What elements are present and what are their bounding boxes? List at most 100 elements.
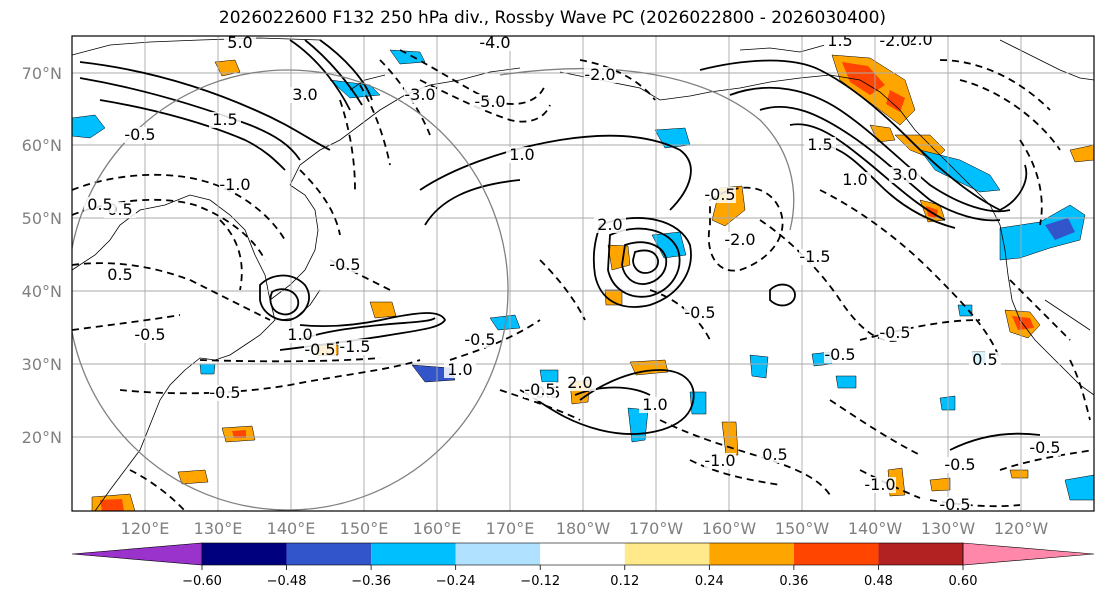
contour-line-dashed xyxy=(689,459,781,486)
contour-line xyxy=(269,288,300,316)
longitude-label: 160°E xyxy=(413,519,462,538)
contour-line xyxy=(99,99,286,171)
contour-label: -0.5 xyxy=(524,380,555,399)
contour-line-dashed xyxy=(219,219,243,291)
contour-line xyxy=(592,217,692,308)
contour-line xyxy=(419,134,692,211)
contour-label: 2.0 xyxy=(597,215,622,234)
shading-blob xyxy=(1012,316,1034,330)
colorbar-segment xyxy=(455,543,541,565)
contour-label-bg xyxy=(584,67,616,83)
contour-label-bg xyxy=(524,382,556,398)
shading-blob xyxy=(177,469,209,485)
contour-label-bg xyxy=(209,385,241,401)
colorbar-segment xyxy=(540,543,625,565)
contour-label-bg xyxy=(464,332,496,348)
contour-label-bg xyxy=(506,147,538,163)
shading-blob xyxy=(919,149,1001,193)
contour-line-dashed xyxy=(829,399,921,456)
contour-label-bg xyxy=(304,342,336,358)
contour-line xyxy=(259,274,310,322)
divergence-shading xyxy=(72,49,1094,511)
coastline xyxy=(72,37,321,56)
contour-label: 0.5 xyxy=(87,195,112,214)
contour-line-dashed xyxy=(859,319,981,341)
map-frame xyxy=(71,35,1095,512)
contour-label: 3.0 xyxy=(292,85,317,104)
contour-line-dashed xyxy=(119,359,421,395)
contour-line xyxy=(819,144,956,229)
coastline xyxy=(739,44,826,53)
colorbar-segment xyxy=(202,543,287,565)
contour-label: -0.5 xyxy=(704,185,735,204)
colorbar: −0.60 −0.48 −0.36 −0.24 −0.12 0.12 0.24 0.36 0.4… xyxy=(71,542,1095,589)
contour-label: -0.5 xyxy=(879,323,910,342)
coastlines xyxy=(72,37,1094,511)
contour-label: -0.5 xyxy=(1029,438,1060,457)
shading-blob xyxy=(1069,144,1094,163)
shading-blob xyxy=(329,79,381,99)
contour-label-bg xyxy=(594,217,626,233)
contour-label-bg xyxy=(1029,440,1061,456)
contour-label-bg xyxy=(704,187,736,203)
colorbar-segment xyxy=(709,543,794,565)
contour-label: -1.0 xyxy=(864,475,895,494)
contour-line-dashed xyxy=(999,449,1094,471)
contour-label-bg xyxy=(474,94,506,110)
contour-label-bg xyxy=(724,232,756,248)
contour-line-dashed xyxy=(299,169,341,236)
shading-blob xyxy=(835,375,857,389)
contour-label-bg xyxy=(104,267,136,283)
contour-label: -1.0 xyxy=(219,175,250,194)
colorbar-segment xyxy=(371,543,456,565)
contour-line xyxy=(949,432,1041,451)
contour-label: -0.5 xyxy=(824,345,855,364)
contour-label: -0.5 xyxy=(684,303,715,322)
contour-line-dashed xyxy=(707,186,784,272)
contour-line xyxy=(304,39,363,106)
contour-label: 1.0 xyxy=(842,170,867,189)
contour-line xyxy=(299,317,436,341)
contour-label: -2.0 xyxy=(879,31,910,50)
contour-line-dashed xyxy=(649,289,711,341)
longitude-label: 120°E xyxy=(121,519,170,538)
shading-blob xyxy=(842,62,885,95)
colorbar-tick-label: −0.36 xyxy=(351,574,391,589)
contour-label-bg xyxy=(879,36,911,49)
shading-blob xyxy=(100,499,124,511)
contour-line-dashed xyxy=(499,389,581,421)
shading-blob xyxy=(1045,218,1075,240)
contour-label-bg xyxy=(824,36,856,49)
latitude-label: 60°N xyxy=(22,136,62,155)
coastline xyxy=(999,39,1094,81)
contour-label: -0.5 xyxy=(134,325,165,344)
contour-label-bg xyxy=(969,352,1001,368)
contour-label: 1.0 xyxy=(642,395,667,414)
coastline xyxy=(799,74,1094,396)
contour-line xyxy=(729,86,1011,213)
contour-line xyxy=(519,369,695,435)
contour-line-dashed xyxy=(819,189,1001,361)
colorbar-extend-high xyxy=(962,542,1095,566)
contour-label-bg xyxy=(84,197,116,213)
contour-line-dashed xyxy=(129,469,186,511)
shading-blob xyxy=(199,363,216,375)
reference-arc xyxy=(499,67,795,231)
contour-line xyxy=(607,227,681,298)
contour-label: 1.0 xyxy=(509,145,534,164)
shading-blob xyxy=(749,354,769,379)
contour-line xyxy=(621,241,668,285)
contour-label-bg xyxy=(639,397,671,413)
contour-label-bg xyxy=(684,305,716,321)
shading-blob xyxy=(539,369,559,383)
contour-label-bg xyxy=(904,36,936,48)
contour-label: 1.5 xyxy=(212,110,237,129)
contour-label-bg xyxy=(704,453,736,469)
contour-label: 1.5 xyxy=(827,31,852,50)
colorbar-tick-label: 0.48 xyxy=(864,574,893,589)
contour-label: 3.0 xyxy=(892,165,917,184)
colorbar-extend-low xyxy=(71,542,203,566)
contour-label: 0.5 xyxy=(972,350,997,369)
contour-line-dashed xyxy=(1009,279,1071,341)
